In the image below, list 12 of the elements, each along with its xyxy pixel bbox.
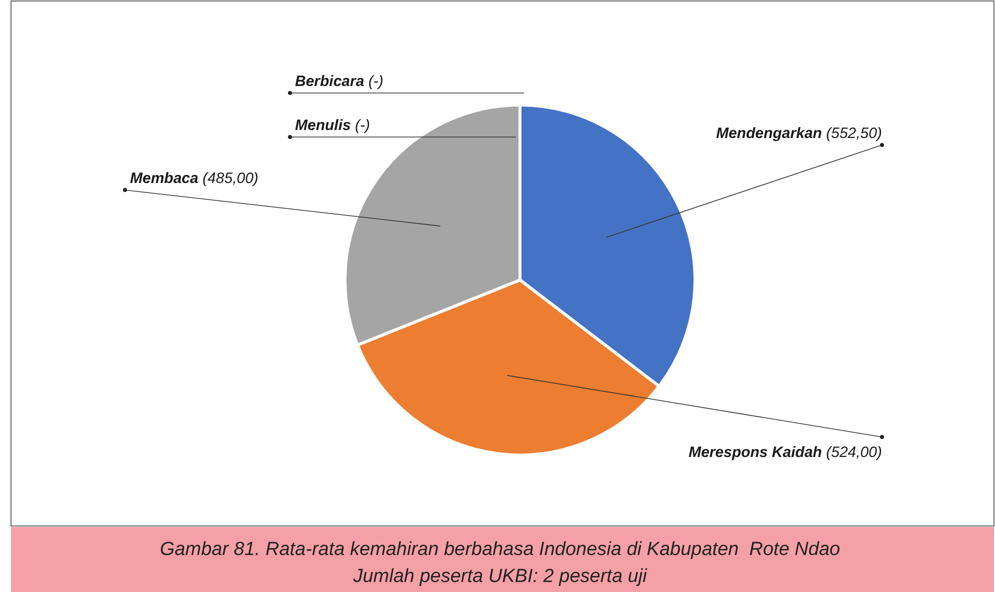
slice-label: Merespons Kaidah: [688, 444, 822, 461]
text: Jumlah peserta UKBI: 2 peserta uji: [352, 566, 648, 587]
data-label: (485,00): [198, 170, 258, 187]
category-label: Berbicara: [295, 73, 364, 90]
slice-label: Mendengarkan: [716, 125, 822, 142]
slice-label: Membaca: [130, 170, 198, 187]
data-label: (524,00): [822, 444, 882, 461]
category-label: Menulis: [295, 117, 351, 134]
data-label: (552,50): [822, 125, 882, 142]
text: (-): [355, 117, 370, 134]
text: Gambar 81. Rata-rata kemahiran berbahasa Indonesia di Kabupaten Rote Ndao: [160, 539, 840, 560]
text: (-): [368, 73, 384, 90]
